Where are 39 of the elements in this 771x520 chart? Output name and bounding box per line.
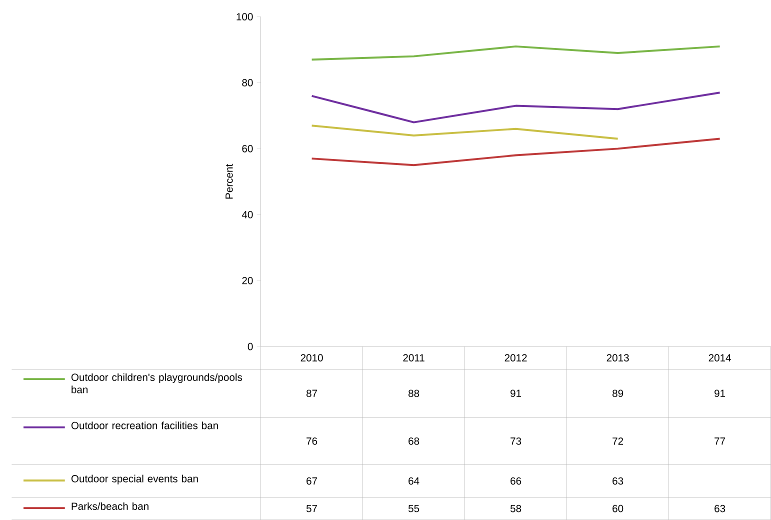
y-tick-label: 60 bbox=[242, 144, 253, 152]
line-series bbox=[310, 124, 619, 140]
data-label: 55 bbox=[408, 504, 420, 512]
data-label: 87 bbox=[306, 390, 318, 397]
legend-label: Outdoor recreation facilities ban bbox=[71, 422, 218, 430]
y-tick-label: 0 bbox=[248, 342, 253, 350]
data-label: 66 bbox=[510, 477, 522, 485]
data-label: 64 bbox=[408, 477, 420, 485]
data-label: 77 bbox=[714, 438, 726, 445]
data-label: 91 bbox=[510, 390, 522, 397]
y-tick-label: 100 bbox=[236, 13, 253, 20]
data-label: 57 bbox=[306, 504, 318, 512]
line-series bbox=[310, 45, 721, 61]
data-label: 76 bbox=[306, 437, 318, 445]
legend-label: Outdoor special events ban bbox=[71, 474, 198, 484]
data-label: 88 bbox=[408, 390, 420, 397]
x-tick-label: 2012 bbox=[504, 354, 527, 362]
y-tick-label: 80 bbox=[242, 79, 253, 86]
legend-label: Outdoor children's playgrounds/pools ban bbox=[71, 373, 242, 394]
y-axis-title: Percent bbox=[226, 164, 233, 199]
data-label: 89 bbox=[612, 390, 624, 397]
data-label: 63 bbox=[714, 504, 726, 512]
data-label: 91 bbox=[714, 390, 726, 397]
legend-label: Parks/beach ban bbox=[72, 502, 148, 510]
data-label: 73 bbox=[510, 437, 522, 445]
data-label: 67 bbox=[306, 477, 318, 485]
data-label: 58 bbox=[510, 504, 522, 512]
data-label: 63 bbox=[612, 477, 624, 485]
y-tick-label: 20 bbox=[242, 276, 253, 284]
data-label: 72 bbox=[612, 437, 624, 445]
x-tick-label: 2013 bbox=[606, 354, 629, 362]
line-series bbox=[310, 138, 721, 166]
x-tick-label: 2010 bbox=[300, 354, 323, 362]
y-tick-label: 40 bbox=[242, 210, 253, 218]
data-label: 68 bbox=[408, 437, 420, 445]
data-label: 60 bbox=[612, 504, 624, 512]
x-tick-label: 2011 bbox=[403, 354, 424, 362]
x-tick-label: 2014 bbox=[708, 354, 731, 362]
line-series bbox=[310, 92, 721, 124]
